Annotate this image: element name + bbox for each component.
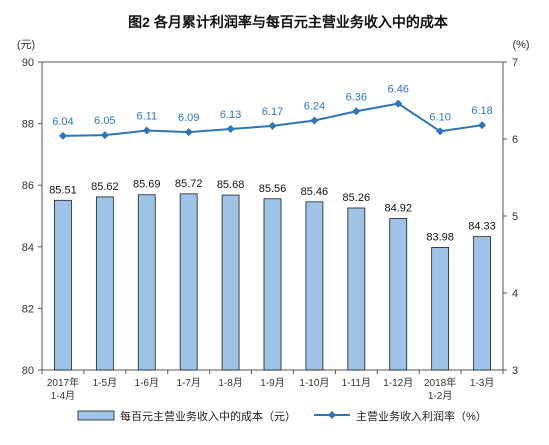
bar [389,218,408,371]
x-axis-tick-label-line: 1-9月 [260,377,284,389]
line-value-label: 6.24 [304,101,325,113]
x-axis-tick-label: 1-8月 [218,377,242,389]
bar [137,194,156,371]
line-value-label: 6.13 [220,109,241,121]
bar-value-label: 85.68 [217,179,245,191]
x-axis-tick-label-line: 2018年 [424,376,456,389]
legend-bar-label: 每百元主营业务收入中的成本（元） [120,409,296,423]
bar-value-label: 85.62 [91,181,119,193]
left-axis-tick-label: 84 [22,242,34,254]
plot-area: 80 82 84 86 88 90 3 4 5 6 7 2017年 1-4月 1-5月 1-6月 1-7月 1-… [22,57,518,402]
x-axis-tick-label: 1-3月 [470,377,494,389]
bar [347,207,366,371]
x-axis-tick-label-line: 1-11月 [342,377,371,389]
profit-rate-point [310,116,319,125]
bar [95,196,114,371]
profit-rate-point [352,107,361,116]
bar-value-label: 85.69 [133,179,161,191]
profit-rate-point [268,121,277,130]
bar-value-label: 85.51 [49,184,77,196]
x-axis-tick-label: 1-12月 [383,377,413,389]
bar-value-label: 84.33 [468,221,496,233]
bar [431,247,450,371]
right-axis-tick-label: 3 [512,365,518,377]
x-axis-tick-label: 1-5月 [93,377,117,389]
line-value-label: 6.11 [136,111,157,123]
line-value-label: 6.04 [52,116,73,128]
bar [473,236,491,371]
x-axis-tick-label-line: 1-6月 [135,377,159,389]
x-axis-tick-label-line: 1-2月 [428,390,452,402]
left-axis-tick-label: 82 [22,303,34,315]
left-axis-tick-label: 80 [22,365,34,377]
bar [54,199,72,371]
x-axis-tick-label-line: 1-3月 [470,377,494,389]
x-axis-tick-label: 1-10月 [299,377,329,389]
right-axis-tick-label: 7 [512,57,518,69]
left-axis-tick-label: 88 [22,119,34,131]
legend: 每百元主营业务收入中的成本（元） 主营业务收入利润率（%） [77,409,487,423]
line-value-label: 6.10 [429,111,450,123]
x-axis-tick-label-line: 1-10月 [299,377,329,389]
profit-rate-point [478,121,487,130]
bar [179,193,198,371]
bar [221,194,240,371]
x-axis-tick-label: 1-6月 [135,377,159,389]
left-axis-tick-label: 90 [22,57,34,69]
x-axis-tick-label-line: 1-5月 [93,377,117,389]
profit-rate-point [184,128,193,137]
line-value-label: 6.05 [94,115,115,127]
right-axis-tick-label: 6 [512,134,518,146]
right-axis-unit: (%) [512,39,529,51]
left-axis-unit: (元) [17,39,35,51]
x-axis-tick-label-line: 1-4月 [51,390,75,402]
bar-value-label: 83.98 [426,231,454,243]
legend-bar-swatch [77,410,115,421]
x-axis-tick-label: 1-7月 [176,377,200,389]
x-axis-tick-label-line: 1-7月 [176,377,200,389]
x-axis-tick-label-line: 2017年 [47,376,79,389]
right-axis-tick-label: 4 [512,288,518,300]
profit-rate-point [436,127,445,136]
profit-rate-point [100,131,109,140]
line-value-label: 6.17 [262,106,283,118]
x-axis-tick-label: 1-11月 [342,377,371,389]
left-axis-tick-label: 86 [22,180,34,192]
profit-rate-point [394,99,403,108]
x-axis-tick-label: 1-9月 [260,377,284,389]
line-value-label: 6.18 [471,105,492,117]
x-axis-tick-label: 2018年 1-2月 [424,376,456,402]
x-axis-tick-label-line: 1-8月 [218,377,242,389]
right-axis-tick-label: 5 [512,211,518,223]
line-value-label: 6.36 [346,91,367,103]
bar-value-label: 85.46 [301,186,329,198]
legend-line-label: 主营业务收入利润率（%） [356,409,487,423]
bar [263,198,282,371]
chart-title: 图2 各月累计利润率与每百元主营业务收入中的成本 [128,14,449,30]
x-axis-tick-label-line: 1-12月 [383,377,413,389]
x-axis-tick-label: 2017年 1-4月 [47,376,79,402]
bar-value-label: 85.26 [343,192,371,204]
profit-rate-point [142,126,151,135]
line-value-label: 6.09 [178,112,199,124]
legend-line-marker [328,411,336,419]
bar-value-label: 84.92 [384,202,412,214]
profit-rate-point [58,131,67,140]
bar-value-label: 85.72 [175,178,203,190]
bar [305,201,324,371]
bar-value-label: 85.56 [259,183,287,195]
line-value-label: 6.46 [388,84,409,96]
profit-rate-point [226,124,235,133]
